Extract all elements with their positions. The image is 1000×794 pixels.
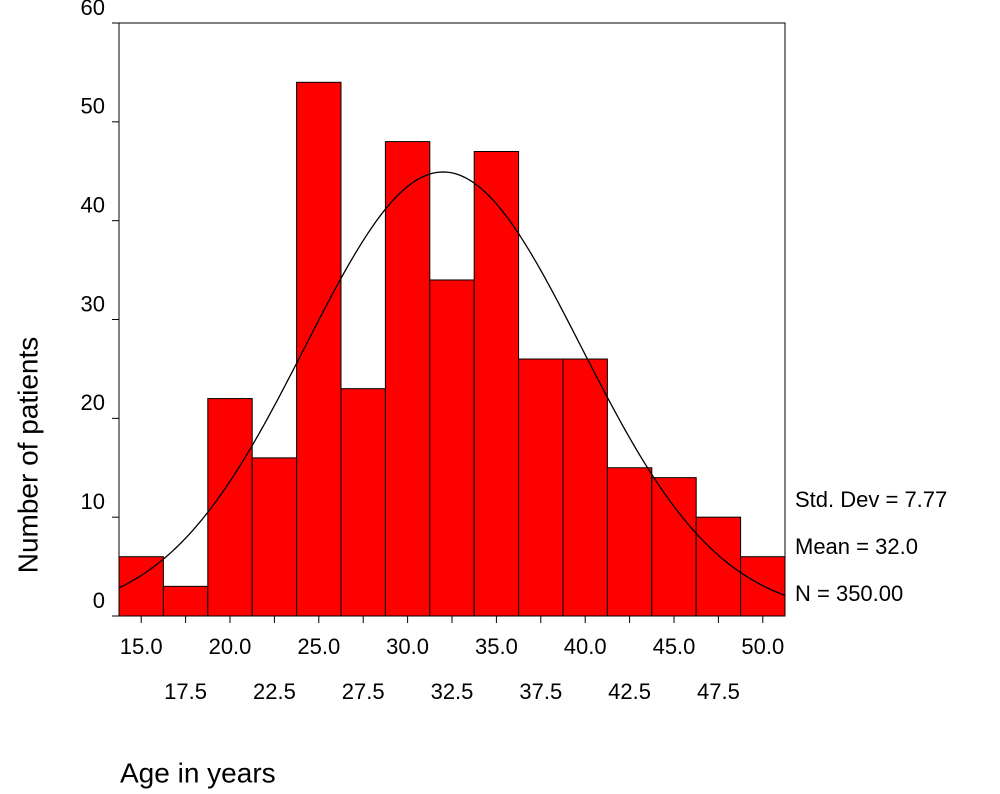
x-tick-label: 35.0	[475, 634, 518, 659]
y-axis-label: Number of patients	[12, 337, 43, 574]
bar	[562, 358, 608, 617]
x-tick-label: 15.0	[120, 634, 163, 659]
x-tick-label: 45.0	[653, 634, 696, 659]
x-tick-label: 50.0	[741, 634, 784, 659]
x-tick-label: 32.5	[431, 679, 474, 704]
x-tick-label: 30.0	[386, 634, 429, 659]
bar	[118, 556, 164, 617]
x-axis-label: Age in years	[120, 757, 276, 788]
bar	[606, 467, 653, 617]
bar	[207, 398, 253, 617]
y-tick-label: 10	[81, 489, 105, 514]
normal-curve	[118, 171, 786, 596]
y-tick-label: 30	[81, 291, 105, 316]
x-tick-label: 22.5	[253, 679, 296, 704]
bar	[651, 477, 697, 617]
x-tick-label: 37.5	[519, 679, 562, 704]
bar	[518, 358, 564, 617]
stat-label: N = 350.00	[795, 581, 903, 606]
bar	[473, 150, 520, 617]
y-tick-label: 40	[81, 192, 105, 217]
x-tick-label: 47.5	[697, 679, 740, 704]
x-tick-label: 27.5	[342, 679, 385, 704]
x-tick-label: 40.0	[564, 634, 607, 659]
y-tick-label: 60	[81, 0, 105, 20]
bar	[340, 388, 386, 617]
y-tick-label: 50	[81, 94, 105, 119]
stat-label: Mean = 32.0	[795, 534, 918, 559]
bar	[429, 279, 475, 617]
bar	[695, 516, 742, 617]
x-tick-label: 20.0	[209, 634, 252, 659]
x-tick-label: 42.5	[608, 679, 651, 704]
x-tick-label: 25.0	[297, 634, 340, 659]
y-tick-label: 0	[93, 588, 105, 613]
x-tick-label: 17.5	[164, 679, 207, 704]
bar	[251, 457, 298, 617]
stat-label: Std. Dev = 7.77	[795, 487, 947, 512]
bar	[162, 585, 209, 617]
bar	[384, 141, 431, 617]
y-tick-label: 20	[81, 390, 105, 415]
